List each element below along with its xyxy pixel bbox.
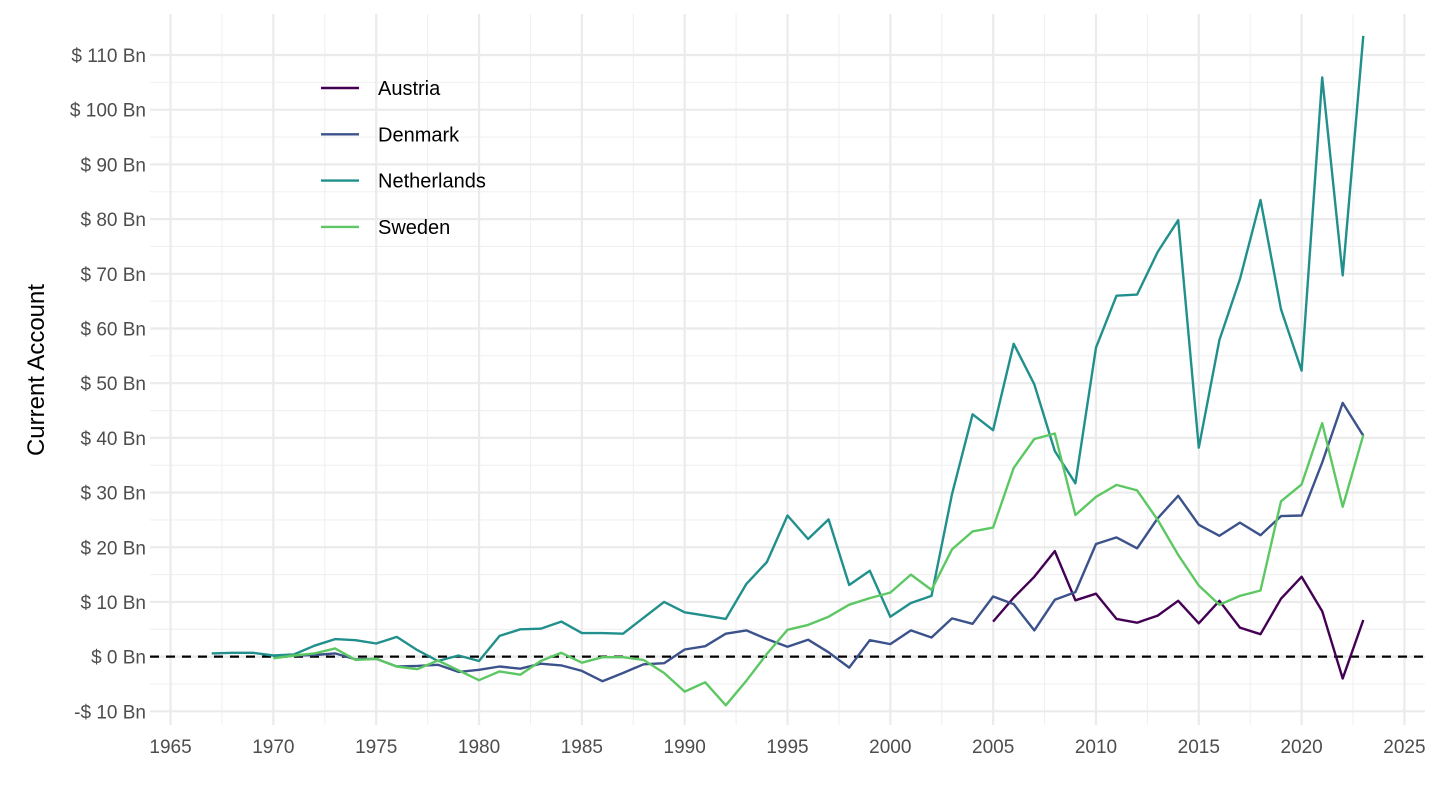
x-tick-label: 1995 bbox=[766, 737, 808, 758]
legend-item-austria: Austria bbox=[321, 78, 441, 100]
y-tick-label: $ 40 Bn bbox=[81, 429, 147, 450]
legend-label: Denmark bbox=[378, 124, 460, 146]
y-tick-label: $ 80 Bn bbox=[81, 210, 147, 231]
legend-label: Austria bbox=[378, 78, 441, 100]
x-tick-label: 2000 bbox=[869, 737, 911, 758]
x-tick-label: 2020 bbox=[1280, 737, 1322, 758]
y-tick-label: $ 70 Bn bbox=[81, 265, 147, 286]
y-axis-title: Current Account bbox=[23, 284, 50, 456]
series-line-austria bbox=[992, 549, 1365, 680]
x-tick-label: 2010 bbox=[1075, 737, 1117, 758]
y-tick-label: $ 90 Bn bbox=[81, 155, 147, 176]
y-tick-label: $ 20 Bn bbox=[81, 538, 147, 559]
y-tick-label: $ 110 Bn bbox=[71, 46, 146, 67]
legend-item-netherlands: Netherlands bbox=[321, 171, 486, 193]
x-tick-label: 2015 bbox=[1178, 737, 1220, 758]
legend-label: Netherlands bbox=[378, 171, 486, 193]
y-tick-label: -$ 10 Bn bbox=[74, 702, 146, 723]
y-tick-label: $ 50 Bn bbox=[81, 374, 147, 395]
x-tick-label: 1985 bbox=[561, 737, 603, 758]
y-axis-tick-labels: -$ 10 Bn $ 0 Bn $ 10 Bn $ 20 Bn $ 30 Bn $ 40 … bbox=[70, 46, 146, 723]
y-tick-label: $ 10 Bn bbox=[81, 593, 147, 614]
series-lines bbox=[211, 35, 1365, 707]
y-tick-label: $ 30 Bn bbox=[81, 484, 147, 505]
series-line-netherlands bbox=[211, 35, 1365, 663]
series-line-sweden bbox=[273, 421, 1365, 707]
x-tick-label: 1970 bbox=[252, 737, 294, 758]
x-tick-label: 1990 bbox=[664, 737, 706, 758]
x-tick-label: 2025 bbox=[1383, 737, 1425, 758]
x-axis-tick-labels: 1965 1970 1975 1980 1985 1990 1995 2000 2005 2010… bbox=[149, 737, 1425, 758]
x-tick-label: 1980 bbox=[458, 737, 500, 758]
y-tick-label: $ 100 Bn bbox=[70, 101, 146, 122]
legend-item-sweden: Sweden bbox=[321, 217, 450, 239]
legend-item-denmark: Denmark bbox=[321, 124, 460, 146]
series-line-denmark bbox=[273, 401, 1365, 683]
x-tick-label: 2005 bbox=[972, 737, 1014, 758]
legend: Austria Denmark Netherlands Sweden bbox=[321, 78, 486, 239]
x-tick-label: 1965 bbox=[149, 737, 191, 758]
y-tick-label: $ 60 Bn bbox=[81, 319, 147, 340]
x-tick-label: 1975 bbox=[355, 737, 397, 758]
legend-label: Sweden bbox=[378, 217, 450, 239]
y-tick-label: $ 0 Bn bbox=[91, 648, 146, 669]
